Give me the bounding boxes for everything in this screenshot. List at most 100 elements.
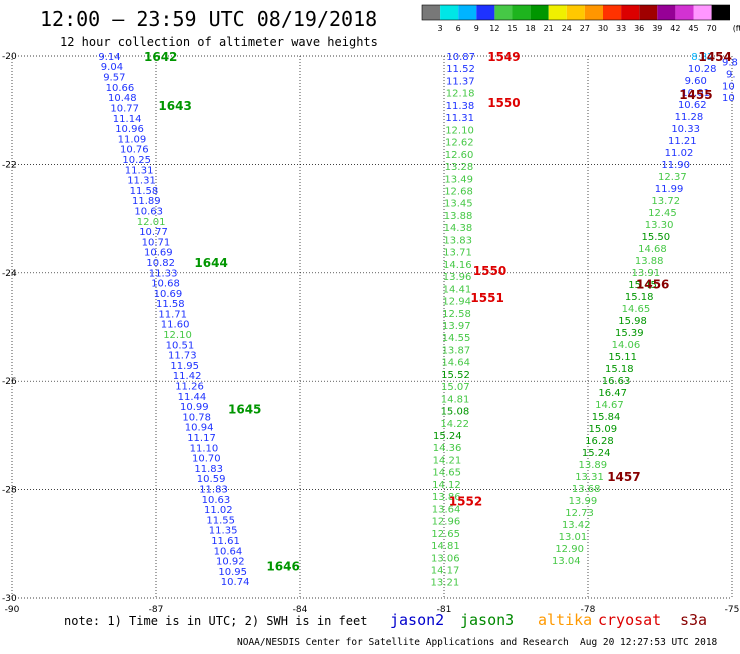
wave-height-value: 12.62 bbox=[445, 138, 474, 149]
wave-height-value: 13.21 bbox=[431, 578, 460, 589]
wave-height-value: 13.64 bbox=[432, 504, 461, 515]
pass-number-label: 1645 bbox=[228, 402, 261, 416]
wave-height-value: 12.96 bbox=[432, 517, 461, 528]
pass-number-label: 1454 bbox=[698, 50, 731, 64]
scale-swatch bbox=[603, 5, 622, 20]
scale-swatch bbox=[458, 5, 477, 20]
wave-height-value: 10.63 bbox=[202, 495, 231, 506]
wave-height-value: 10.94 bbox=[185, 423, 214, 434]
scale-label: 70 bbox=[707, 24, 717, 33]
wave-height-value: 12.10 bbox=[445, 125, 474, 136]
wave-height-value: 11.14 bbox=[113, 114, 142, 125]
wave-height-value: 9.8 bbox=[722, 57, 738, 68]
wave-height-value: 10.82 bbox=[146, 258, 175, 269]
wave-height-value: 11.31 bbox=[445, 113, 474, 124]
pass-number-label: 1646 bbox=[266, 559, 299, 573]
wave-height-value: 13.01 bbox=[559, 532, 588, 543]
wave-height-value: 11.37 bbox=[446, 76, 475, 87]
wave-height-value: 11.42 bbox=[173, 371, 202, 382]
y-tick-label: -20 bbox=[2, 52, 17, 62]
y-tick-label: -22 bbox=[2, 160, 17, 170]
scale-label: 21 bbox=[544, 24, 554, 33]
chart-title: 12:00 — 23:59 UTC 08/19/2018 bbox=[40, 7, 377, 31]
wave-height-value: 14.41 bbox=[443, 284, 472, 295]
scale-label: 6 bbox=[456, 24, 461, 33]
wave-height-value: 10.51 bbox=[166, 340, 195, 351]
wave-height-value: 10.77 bbox=[110, 103, 139, 114]
scale-label: 39 bbox=[652, 24, 662, 33]
wave-height-value: 10.92 bbox=[216, 557, 245, 568]
scale-label: 36 bbox=[634, 24, 644, 33]
legend-jason2: jason2 bbox=[390, 611, 444, 629]
wave-height-value: 10.62 bbox=[678, 100, 707, 111]
scale-swatch bbox=[675, 5, 694, 20]
wave-height-value: 10.68 bbox=[151, 279, 180, 290]
wave-height-value: 13.42 bbox=[562, 520, 591, 531]
scale-swatch bbox=[512, 5, 531, 20]
plot-grid bbox=[11, 55, 733, 599]
wave-height-value: 12.73 bbox=[565, 508, 594, 519]
scale-label: 9 bbox=[474, 24, 479, 33]
scale-swatch bbox=[621, 5, 640, 20]
pass-number-label: 1550 bbox=[473, 264, 506, 278]
wave-height-value: 13.71 bbox=[443, 248, 472, 259]
credit-right: Aug 20 12:27:53 UTC 2018 bbox=[580, 637, 718, 648]
wave-height-value: 10.01 bbox=[681, 88, 710, 99]
wave-height-value: 10.95 bbox=[218, 567, 247, 578]
wave-height-value: 14.65 bbox=[432, 468, 461, 479]
wave-height-value: 12.58 bbox=[442, 309, 471, 320]
y-tick-label: -26 bbox=[2, 377, 17, 387]
wave-height-value: 15.24 bbox=[433, 431, 462, 442]
wave-height-value: 11.28 bbox=[675, 112, 704, 123]
wave-height-value: 14.64 bbox=[441, 358, 470, 369]
wave-height-value: 14.22 bbox=[440, 419, 469, 430]
x-tick-label: -87 bbox=[149, 605, 164, 615]
wave-height-value: 12.10 bbox=[163, 330, 192, 341]
scale-swatch bbox=[476, 5, 495, 20]
wave-height-value: 15.11 bbox=[608, 352, 637, 363]
scale-swatch bbox=[530, 5, 549, 20]
wave-height-value: 13.97 bbox=[442, 321, 471, 332]
wave-height-value: 12.45 bbox=[648, 208, 677, 219]
wave-height-value: 13.88 bbox=[635, 256, 664, 267]
wave-height-value: 11.17 bbox=[187, 433, 216, 444]
wave-height-value: 11.38 bbox=[446, 101, 475, 112]
wave-height-value: 12.90 bbox=[555, 544, 584, 555]
scale-swatch bbox=[693, 5, 712, 20]
scale-label: 27 bbox=[580, 24, 590, 33]
wave-height-value: 10 bbox=[722, 81, 735, 92]
pass-number-label: 1644 bbox=[194, 256, 227, 270]
pass-number-label: 1456 bbox=[636, 278, 669, 292]
wave-height-value: 11.58 bbox=[130, 186, 159, 197]
wave-height-value: 15.18 bbox=[625, 292, 654, 303]
wave-height-value: 15.52 bbox=[441, 370, 470, 381]
wave-height-value: 15.08 bbox=[441, 407, 470, 418]
wave-height-value: 15.50 bbox=[641, 232, 670, 243]
wave-height-value: 10.66 bbox=[106, 83, 135, 94]
wave-height-value: 9. bbox=[726, 69, 736, 80]
wave-height-value: 11.02 bbox=[204, 505, 233, 516]
pass-number-label: 1455 bbox=[679, 88, 712, 102]
x-tick-label: -81 bbox=[437, 605, 452, 615]
wave-height-value: 10.33 bbox=[671, 124, 700, 135]
wave-height-value: 13.31 bbox=[575, 472, 604, 483]
wave-height-value: 14.81 bbox=[441, 394, 470, 405]
wave-height-value: 11.83 bbox=[194, 464, 223, 475]
wave-height-value: 13.87 bbox=[442, 345, 471, 356]
y-tick-label: -28 bbox=[2, 486, 17, 496]
y-tick-label: -30 bbox=[2, 594, 17, 604]
pass-number-label: 1552 bbox=[449, 494, 482, 508]
scale-label: 15 bbox=[507, 24, 517, 33]
wave-height-value: 14.16 bbox=[443, 260, 472, 271]
wave-height-value: 12.94 bbox=[442, 297, 471, 308]
wave-height-value: 11.58 bbox=[156, 299, 185, 310]
wave-height-value: 11.26 bbox=[175, 382, 204, 393]
scale-label: 33 bbox=[616, 24, 626, 33]
wave-height-value: 10.28 bbox=[688, 64, 717, 75]
legend-cryosat: cryosat bbox=[598, 611, 661, 629]
wave-height-value: 11.02 bbox=[665, 148, 694, 159]
pass-number-label: 1643 bbox=[158, 99, 191, 113]
wave-height-value: 9.57 bbox=[103, 73, 125, 84]
wave-height-value: 14.36 bbox=[433, 443, 462, 454]
wave-height-value: 11.10 bbox=[190, 443, 219, 454]
